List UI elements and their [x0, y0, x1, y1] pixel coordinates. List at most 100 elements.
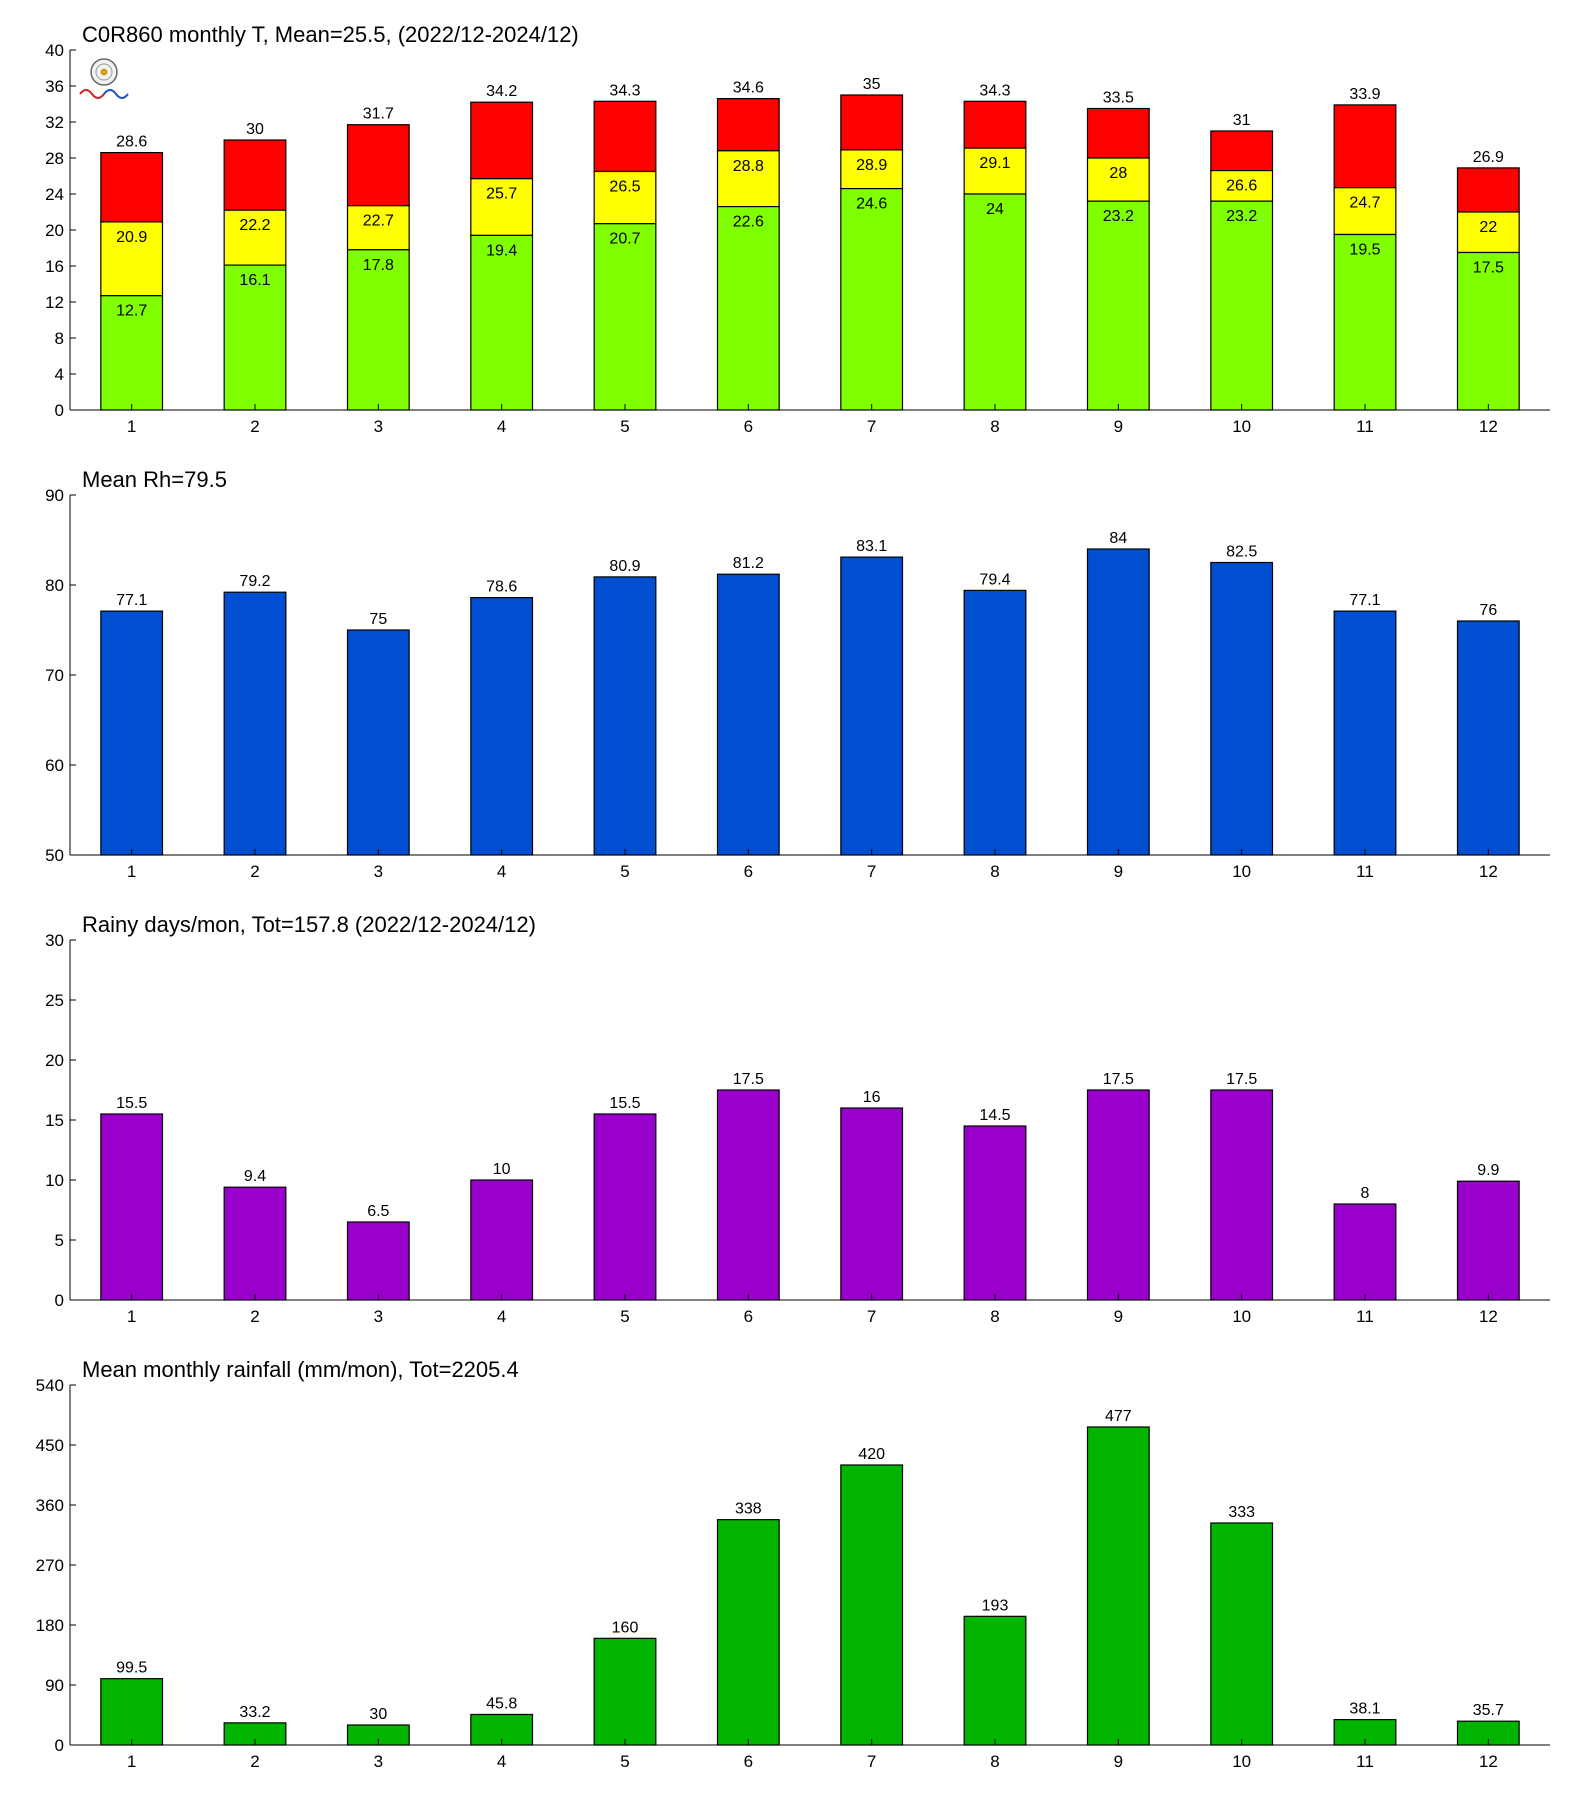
- humidity-value-label: 83.1: [856, 538, 887, 555]
- rainy-days-value-label: 17.5: [1226, 1071, 1257, 1088]
- rainy-days-x-tick-label: 7: [867, 1307, 876, 1326]
- temperature-bar: [1333, 104, 1397, 189]
- rainfall-bar: [963, 1615, 1027, 1746]
- rainfall-x-tick-label: 4: [497, 1752, 506, 1771]
- humidity-y-tick-label: 70: [45, 666, 64, 685]
- rainy-days-y-tick-label: 15: [45, 1111, 64, 1130]
- temperature-bar: [470, 234, 534, 411]
- rainfall-bar: [716, 1519, 780, 1746]
- humidity-value-label: 81.2: [733, 555, 764, 572]
- temperature-value-label: 26.5: [609, 179, 640, 196]
- temperature-value-label: 12.7: [116, 303, 147, 320]
- humidity-bar: [963, 589, 1027, 856]
- rainy-days-bar: [840, 1107, 904, 1301]
- temperature-bar: [1210, 170, 1274, 202]
- temperature-bar: [1210, 130, 1274, 172]
- temperature-bar: [1456, 251, 1520, 411]
- rainfall-value-label: 193: [982, 1597, 1009, 1614]
- temperature-y-tick-label: 36: [45, 77, 64, 96]
- humidity-x-tick-label: 4: [497, 862, 506, 881]
- rainfall-x-tick-label: 2: [250, 1752, 259, 1771]
- rainy-days-value-label: 16: [863, 1089, 881, 1106]
- temperature-value-label: 22.7: [363, 213, 394, 230]
- humidity-x-tick-label: 12: [1479, 862, 1498, 881]
- rainy-days-panel: Rainy days/mon, Tot=157.8 (2022/12-2024/…: [45, 912, 1550, 1326]
- humidity-x-tick-label: 10: [1232, 862, 1251, 881]
- temperature-x-tick-label: 8: [990, 417, 999, 436]
- temperature-bar: [346, 124, 410, 207]
- temperature-x-tick-label: 5: [620, 417, 629, 436]
- temperature-value-label: 28.9: [856, 157, 887, 174]
- rainy-days-bar: [963, 1125, 1027, 1301]
- temperature-value-label: 22.6: [733, 214, 764, 231]
- temperature-bar: [223, 209, 287, 266]
- temperature-x-tick-label: 12: [1479, 417, 1498, 436]
- humidity-title: Mean Rh=79.5: [82, 467, 227, 492]
- rainy-days-x-tick-label: 10: [1232, 1307, 1251, 1326]
- rainy-days-bar: [716, 1089, 780, 1301]
- temperature-bar: [223, 139, 287, 211]
- rainy-days-value-label: 17.5: [733, 1071, 764, 1088]
- humidity-bar: [593, 576, 657, 856]
- humidity-bar: [1210, 561, 1274, 856]
- rainfall-value-label: 33.2: [239, 1704, 270, 1721]
- temperature-x-tick-label: 1: [127, 417, 136, 436]
- temperature-value-label: 19.4: [486, 242, 517, 259]
- temperature-bar: [1333, 233, 1397, 411]
- humidity-x-tick-label: 8: [990, 862, 999, 881]
- rainfall-y-tick-label: 360: [36, 1496, 64, 1515]
- temperature-bar: [716, 206, 780, 411]
- temperature-value-label: 34.3: [979, 82, 1010, 99]
- temperature-bar: [346, 249, 410, 411]
- rainfall-value-label: 99.5: [116, 1660, 147, 1677]
- humidity-x-tick-label: 7: [867, 862, 876, 881]
- temperature-y-tick-label: 4: [55, 365, 64, 384]
- rainfall-bar: [840, 1464, 904, 1746]
- rainfall-x-tick-label: 6: [744, 1752, 753, 1771]
- temperature-value-label: 22: [1479, 219, 1497, 236]
- temperature-bar: [1456, 211, 1520, 254]
- temperature-value-label: 24.7: [1349, 195, 1380, 212]
- temperature-value-label: 17.5: [1473, 260, 1504, 277]
- rainfall-y-tick-label: 540: [36, 1376, 64, 1395]
- temperature-value-label: 34.2: [486, 83, 517, 100]
- humidity-bar: [1333, 610, 1397, 856]
- rainfall-panel: Mean monthly rainfall (mm/mon), Tot=2205…: [36, 1357, 1550, 1771]
- temperature-y-tick-label: 12: [45, 293, 64, 312]
- temperature-value-label: 17.8: [363, 257, 394, 274]
- temperature-value-label: 29.1: [979, 155, 1010, 172]
- humidity-x-tick-label: 9: [1114, 862, 1123, 881]
- temperature-value-label: 23.2: [1226, 208, 1257, 225]
- temperature-x-tick-label: 6: [744, 417, 753, 436]
- rainy-days-value-label: 9.4: [244, 1168, 266, 1185]
- rainy-days-x-tick-label: 12: [1479, 1307, 1498, 1326]
- temperature-bar: [223, 264, 287, 411]
- rainfall-y-tick-label: 450: [36, 1436, 64, 1455]
- rainfall-value-label: 420: [858, 1446, 885, 1463]
- rainy-days-x-tick-label: 6: [744, 1307, 753, 1326]
- humidity-bar: [840, 556, 904, 856]
- rainy-days-bar: [223, 1186, 287, 1301]
- rainy-days-x-tick-label: 5: [620, 1307, 629, 1326]
- temperature-value-label: 28.8: [733, 158, 764, 175]
- rainy-days-x-tick-label: 4: [497, 1307, 506, 1326]
- rainy-days-bar: [1456, 1180, 1520, 1301]
- temperature-value-label: 34.3: [609, 82, 640, 99]
- rainfall-y-tick-label: 0: [55, 1736, 64, 1755]
- temperature-bar: [100, 152, 164, 223]
- humidity-bar: [100, 610, 164, 856]
- rainfall-value-label: 477: [1105, 1408, 1132, 1425]
- rainy-days-value-label: 15.5: [116, 1095, 147, 1112]
- rainfall-value-label: 338: [735, 1501, 762, 1518]
- humidity-value-label: 79.4: [979, 571, 1010, 588]
- temperature-value-label: 31.7: [363, 106, 394, 123]
- rainy-days-title: Rainy days/mon, Tot=157.8 (2022/12-2024/…: [82, 912, 536, 937]
- rainy-days-x-tick-label: 8: [990, 1307, 999, 1326]
- temperature-value-label: 26.6: [1226, 178, 1257, 195]
- rainfall-bar: [1086, 1426, 1150, 1746]
- temperature-x-tick-label: 4: [497, 417, 506, 436]
- rainy-days-bar: [100, 1113, 164, 1301]
- rainfall-value-label: 45.8: [486, 1695, 517, 1712]
- rainy-days-x-tick-label: 9: [1114, 1307, 1123, 1326]
- rainy-days-y-tick-label: 20: [45, 1051, 64, 1070]
